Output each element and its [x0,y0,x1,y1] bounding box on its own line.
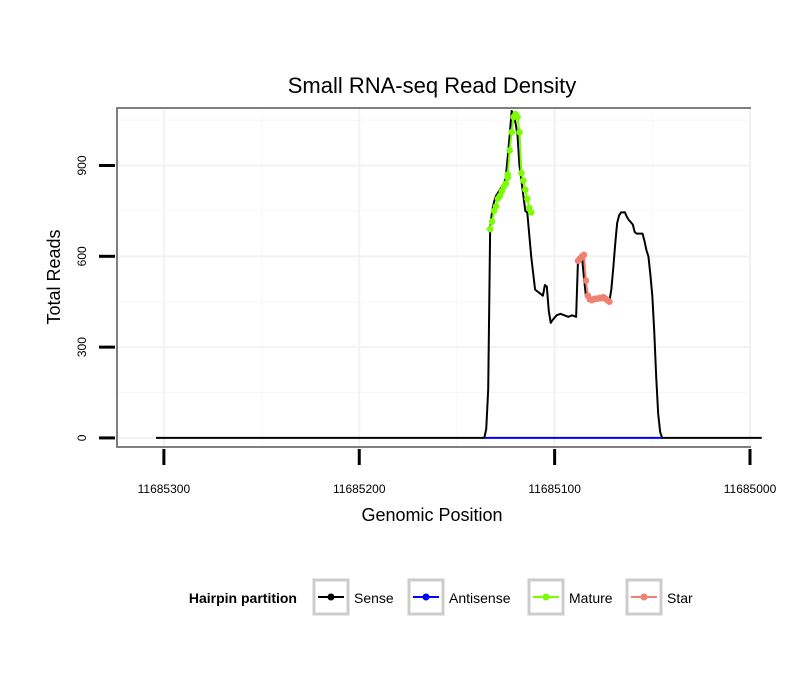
x-tick-label: 11685200 [333,482,386,496]
plot-panel [116,107,751,448]
legend-label-sense: Sense [354,590,394,606]
legend-swatch-point-star [640,593,648,601]
mature-point [502,180,510,187]
mature-point [522,186,529,194]
legend-title: Hairpin partition [189,590,297,606]
mature-point [488,218,496,225]
y-tick-label: 300 [75,337,89,357]
x-axis: 11685300 11685200 11685100 11685000 [138,449,777,496]
mature-point [514,113,521,121]
legend-label-star: Star [667,590,693,606]
mature-point [486,225,494,233]
mature-point [506,147,513,154]
x-tick-label: 11685000 [724,482,777,496]
chart-title: Small RNA-seq Read Density [288,73,577,98]
y-tick-label: 900 [75,155,89,175]
mature-point [504,171,512,178]
legend-swatch-point-antisense [422,593,430,601]
star-point [580,251,588,259]
mature-point [518,169,525,177]
star-point [582,277,590,284]
legend-swatch-point-sense [327,593,335,601]
y-tick-label: 600 [75,246,89,266]
y-axis: 0 300 600 900 [75,155,115,441]
mature-point [520,177,527,184]
legend-swatch-point-mature [542,593,550,601]
legend: Hairpin partition Sense Antisense Mature St… [189,578,693,616]
data-series [156,110,762,439]
y-tick-label: 0 [75,434,89,441]
mature-point [527,209,535,216]
x-axis-title: Genomic Position [361,505,502,525]
legend-label-antisense: Antisense [449,590,511,606]
mature-point [523,195,531,203]
mature-point [508,128,515,136]
star-point [606,298,613,306]
legend-label-mature: Mature [569,590,613,606]
y-axis-title: Total Reads [44,229,64,324]
mature-point [492,203,500,210]
x-tick-label: 11685300 [138,482,191,496]
x-tick-label: 11685100 [528,482,581,496]
mature-point [516,128,523,136]
